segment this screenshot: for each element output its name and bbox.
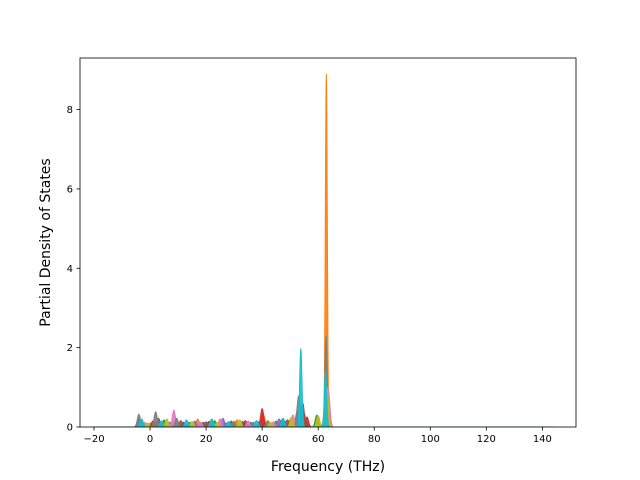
x-tick-label: 100 <box>421 434 440 445</box>
y-tick-label: 0 <box>67 423 73 434</box>
y-tick-label: 8 <box>67 105 73 116</box>
series-layer <box>94 73 557 427</box>
y-tick-label: 2 <box>67 343 73 354</box>
x-tick-label: 20 <box>200 434 213 445</box>
y-axis-label: Partial Density of States <box>38 158 54 326</box>
x-axis-label: Frequency (THz) <box>271 459 385 475</box>
y-axis: 0 2 4 6 8 <box>67 105 80 434</box>
x-tick-label: 120 <box>477 434 496 445</box>
x-tick-label: 140 <box>533 434 552 445</box>
plot-frame <box>79 57 577 428</box>
y-tick-label: 4 <box>67 264 73 275</box>
x-tick-label: 0 <box>147 434 153 445</box>
x-tick-label: 40 <box>256 434 269 445</box>
x-tick-label: 60 <box>312 434 325 445</box>
x-tick-label: −20 <box>83 434 104 445</box>
x-axis: −20 0 20 40 60 80 100 120 140 <box>83 427 552 445</box>
y-tick-label: 6 <box>67 184 73 195</box>
x-tick-label: 80 <box>368 434 381 445</box>
pdos-series-10 <box>94 348 557 427</box>
